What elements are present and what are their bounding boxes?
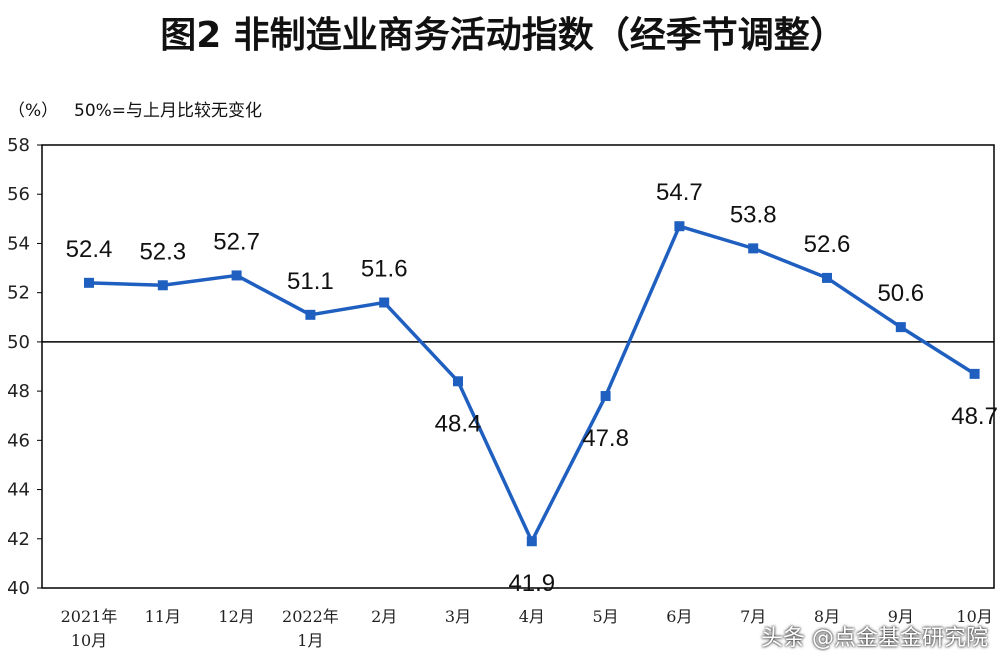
x-tick-label: 3月	[445, 607, 471, 626]
x-tick-label: 4月	[519, 607, 545, 626]
data-point-marker	[895, 322, 906, 333]
chart-title: 图2 非制造业商务活动指数（经季节调整）	[160, 15, 846, 56]
data-label: 51.6	[361, 256, 408, 283]
y-tick-label: 48	[7, 381, 30, 402]
data-point-marker	[822, 272, 832, 283]
data-point-marker	[157, 280, 168, 291]
x-tick-label: 1月	[297, 631, 323, 650]
y-tick-label: 58	[7, 135, 30, 156]
data-label: 52.7	[213, 228, 260, 255]
x-tick-label: 10月	[956, 607, 992, 626]
data-label: 50.6	[877, 280, 924, 307]
x-tick-label: 10月	[71, 631, 107, 650]
data-label: 54.7	[656, 179, 703, 206]
data-label: 47.8	[582, 425, 629, 452]
data-point-marker	[453, 376, 463, 387]
data-point-marker	[674, 221, 685, 232]
x-tick-label: 8月	[814, 607, 840, 626]
x-tick-label: 9月	[888, 607, 914, 626]
data-point-marker	[526, 536, 537, 547]
data-point-marker	[379, 297, 390, 308]
data-point-marker	[305, 309, 316, 320]
data-label: 52.6	[804, 231, 851, 258]
y-tick-label: 42	[7, 529, 30, 550]
y-tick-label: 56	[7, 184, 30, 205]
x-tick-label: 6月	[666, 607, 692, 626]
series-line	[88, 224, 976, 543]
y-tick-label: 44	[7, 480, 30, 501]
reference-note: 50%=与上月比较无变化	[74, 101, 263, 121]
x-tick-label: 2月	[371, 607, 397, 626]
x-tick-label: 2021年	[61, 607, 118, 626]
data-point-marker	[969, 368, 980, 379]
y-tick-label: 54	[7, 233, 30, 254]
data-point-marker	[231, 270, 242, 281]
data-point-marker	[84, 277, 94, 288]
y-tick-label: 40	[7, 578, 30, 599]
data-label: 48.7	[951, 403, 998, 430]
data-label: 51.1	[287, 268, 334, 295]
x-tick-label: 12月	[218, 607, 254, 626]
watermark: 头条 @点金基金研究院	[761, 626, 988, 651]
y-tick-label: 52	[7, 283, 30, 304]
data-label: 48.4	[435, 410, 482, 437]
y-tick-label: 46	[7, 430, 30, 451]
data-label: 52.4	[66, 236, 113, 263]
data-label: 41.9	[508, 570, 555, 597]
y-tick-label: 50	[7, 332, 30, 353]
data-point-marker	[748, 243, 759, 254]
data-label: 53.8	[730, 201, 777, 228]
x-tick-label: 7月	[740, 607, 766, 626]
data-label: 52.3	[139, 238, 186, 265]
plot-frame	[41, 144, 995, 589]
x-tick-label: 2022年	[282, 607, 339, 626]
y-axis-unit: （%）	[8, 101, 59, 121]
x-tick-label: 5月	[593, 607, 619, 626]
x-tick-label: 11月	[145, 607, 181, 626]
data-point-marker	[600, 391, 611, 402]
